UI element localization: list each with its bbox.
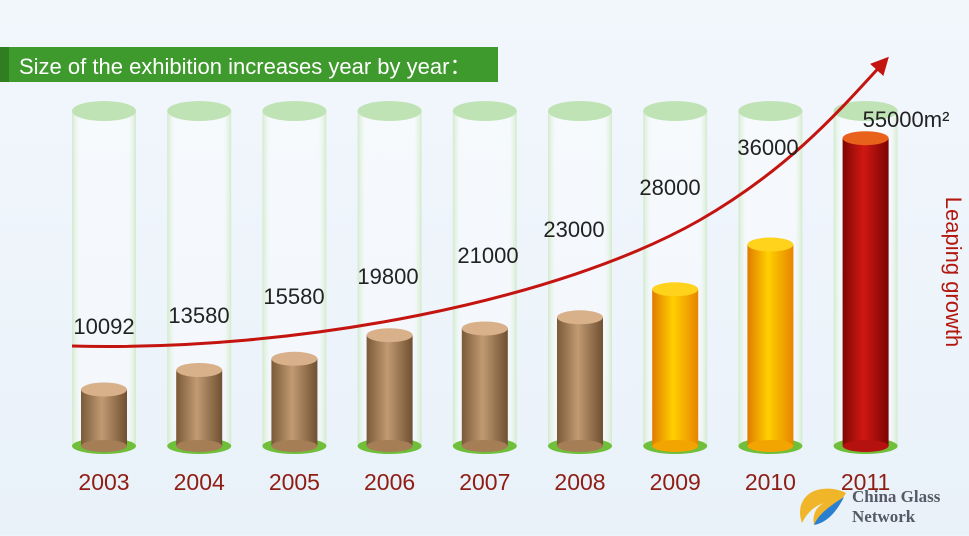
x-tick-2008: 2008 — [554, 469, 605, 495]
logo-line-2: Network — [852, 507, 916, 526]
bar-bottom-2007 — [461, 440, 508, 452]
tube-cap-2007 — [452, 101, 517, 121]
bar-2009 — [652, 289, 699, 446]
x-tick-2010: 2010 — [745, 469, 796, 495]
bar-bottom-2009 — [652, 440, 699, 452]
bar-top-2010 — [747, 237, 794, 252]
logo-line-1: China Glass — [852, 487, 941, 506]
title-banner: Size of the exhibition increases year by… — [0, 47, 498, 82]
bar-bottom-2006 — [366, 440, 413, 452]
bar-2004 — [176, 370, 223, 446]
bar-2008 — [557, 317, 603, 446]
bars-group — [81, 131, 889, 452]
x-tick-2003: 2003 — [78, 469, 129, 495]
title-banner-stripe — [0, 47, 9, 82]
tube-cap-2006 — [357, 101, 422, 121]
x-tick-2004: 2004 — [174, 469, 225, 495]
data-label-2010: 36000 — [737, 135, 798, 160]
logo-text: China Glass Network — [852, 487, 940, 527]
bar-top-2008 — [557, 310, 603, 325]
china-glass-network-logo: China Glass Network — [794, 485, 964, 531]
x-tick-2006: 2006 — [364, 469, 415, 495]
tube-cap-2003 — [72, 101, 136, 121]
data-label-2007: 21000 — [457, 243, 518, 268]
x-tick-labels-group: 2003 2004 2005 2006 2007 2008 2009 2010 2011 — [78, 469, 890, 495]
x-tick-2005: 2005 — [269, 469, 320, 495]
data-label-2006: 19800 — [357, 264, 418, 289]
tube-cap-2011 — [833, 101, 898, 121]
leaping-growth-annotation: Leaping growth — [941, 197, 966, 347]
bar-bottom-2005 — [271, 440, 318, 452]
bar-bottom-2010 — [747, 440, 794, 452]
tube-cap-2008 — [548, 101, 612, 121]
data-label-2003: 10092 — [73, 314, 134, 339]
chart-title: Size of the exhibition increases year by… — [19, 53, 472, 79]
data-label-2005: 15580 — [263, 284, 324, 309]
trend-arrow — [71, 56, 889, 348]
tube-cap-2009 — [643, 101, 708, 121]
x-tick-2007: 2007 — [459, 469, 510, 495]
tube-cap-2004 — [167, 101, 232, 121]
data-label-2009: 28000 — [639, 175, 700, 200]
logo-swirl-icon — [800, 488, 846, 525]
bar-top-2009 — [652, 282, 699, 297]
x-tick-2009: 2009 — [650, 469, 701, 495]
data-labels-group: 10092 13580 15580 19800 21000 23000 28000 36000… — [73, 107, 949, 339]
bar-2006 — [366, 335, 413, 446]
bar-2005 — [271, 358, 318, 446]
data-label-2008: 23000 — [543, 217, 604, 242]
bar-bottom-2004 — [176, 440, 223, 452]
bar-top-2003 — [81, 382, 127, 397]
data-label-2011: 55000m² — [863, 107, 950, 132]
bar-2003 — [81, 389, 127, 446]
x-tick-2011: 2011 — [841, 469, 890, 495]
bar-bottom-2003 — [81, 440, 127, 452]
tube-cap-2005 — [262, 101, 327, 121]
bar-bottom-2011 — [842, 440, 889, 452]
bar-top-2011 — [842, 131, 889, 146]
bar-top-2006 — [366, 328, 413, 343]
bar-2007 — [461, 328, 508, 446]
bar-2010 — [747, 244, 794, 446]
data-label-2004: 13580 — [168, 303, 229, 328]
tube-cap-2010 — [738, 101, 803, 121]
bar-top-2005 — [271, 351, 318, 366]
bar-2011 — [842, 138, 889, 446]
bar-top-2004 — [176, 363, 223, 378]
bar-bottom-2008 — [557, 440, 603, 452]
bar-top-2007 — [461, 321, 508, 336]
